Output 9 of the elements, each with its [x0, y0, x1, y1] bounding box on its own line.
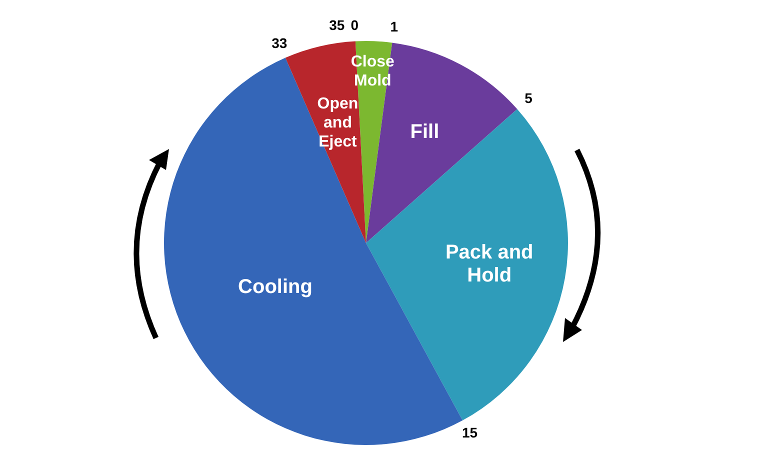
- slice-label: Cooling: [238, 276, 312, 298]
- text: 15: [462, 424, 478, 440]
- text: 35: [329, 17, 345, 34]
- slice-label: Pack and Hold: [445, 242, 534, 287]
- text: 5: [524, 90, 533, 106]
- text: 0: [350, 17, 359, 34]
- text: 1: [390, 18, 398, 35]
- text: 33: [272, 34, 288, 51]
- slice-label: Fill: [410, 120, 440, 143]
